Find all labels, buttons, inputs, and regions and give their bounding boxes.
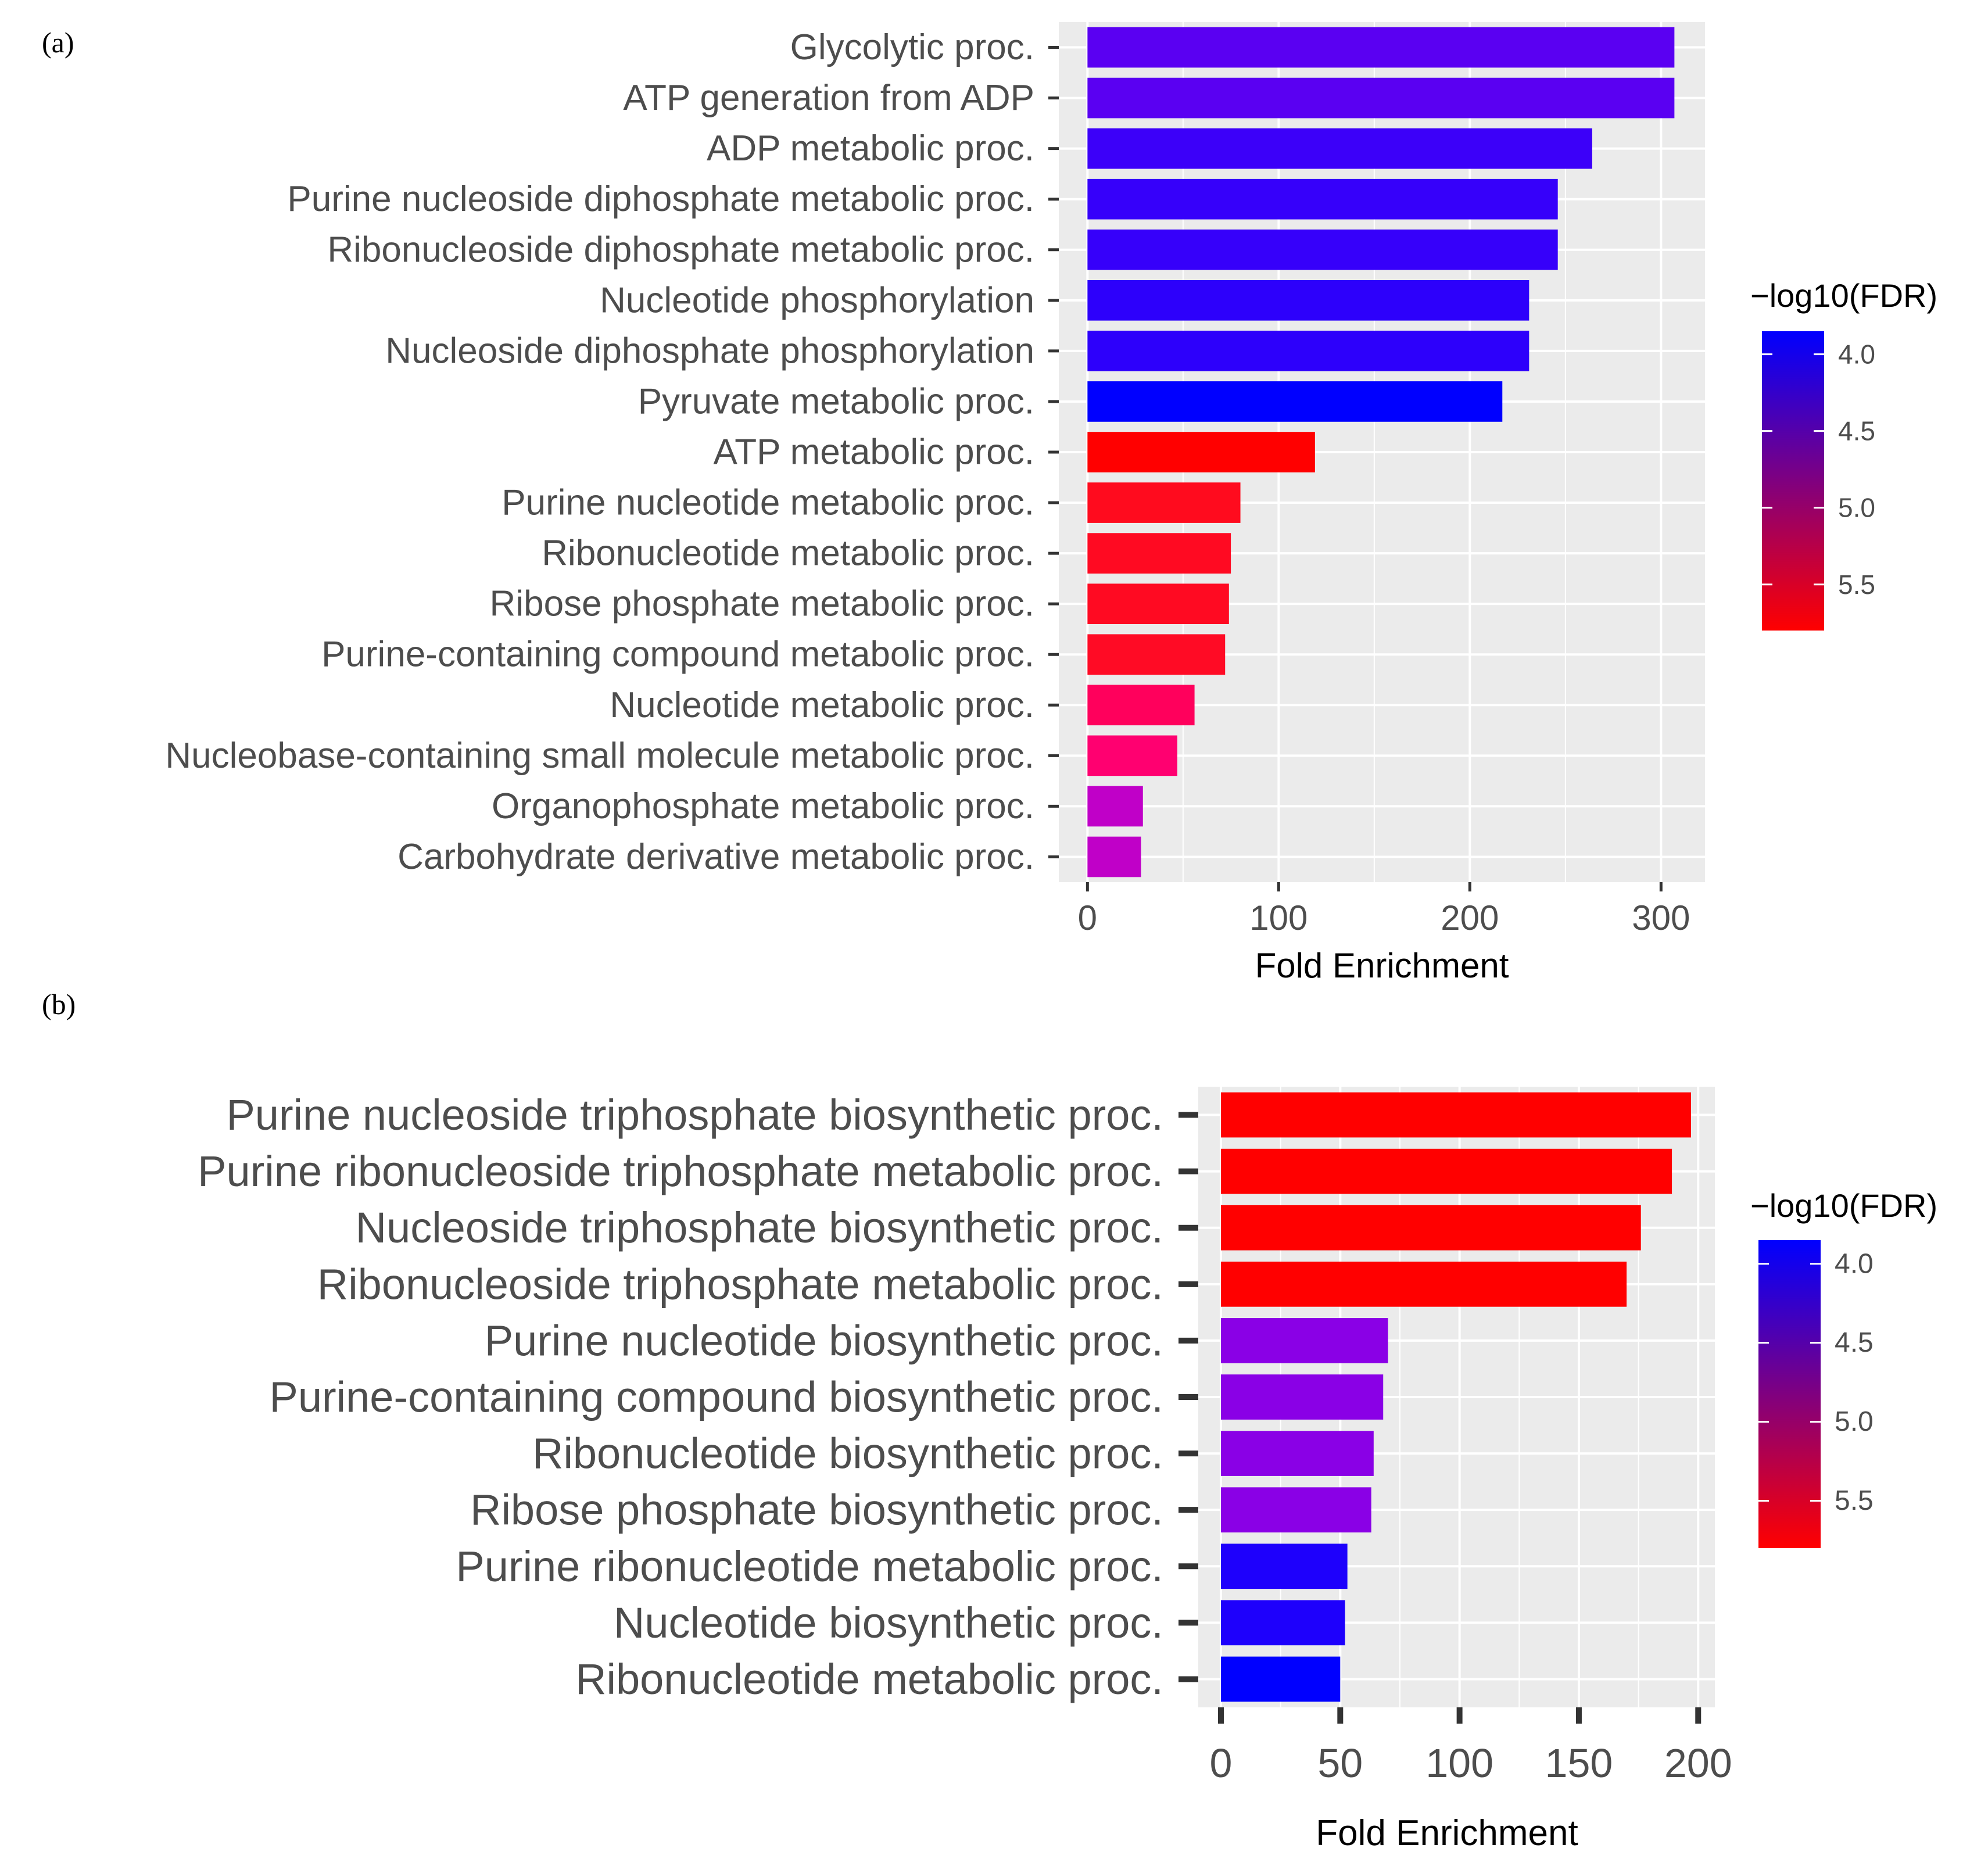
category-label: Purine-containing compound metabolic pro…	[321, 635, 1034, 675]
bar	[1087, 331, 1529, 371]
bar	[1221, 1656, 1341, 1702]
x-tick-label: 150	[1545, 1740, 1613, 1786]
category-label: Purine ribonucleotide metabolic proc.	[456, 1542, 1163, 1591]
category-label: Purine nucleotide biosynthetic proc.	[485, 1316, 1163, 1364]
category-label: Ribonucleotide metabolic proc.	[575, 1655, 1163, 1703]
bar	[1221, 1600, 1345, 1646]
x-tick-label: 100	[1249, 898, 1308, 937]
bar	[1087, 27, 1675, 68]
bar	[1087, 128, 1592, 169]
category-label: Nucleoside triphosphate biosynthetic pro…	[356, 1204, 1163, 1252]
legend-tick-label: 4.0	[1838, 339, 1875, 370]
bar	[1221, 1318, 1388, 1363]
legend-tick-label: 4.0	[1835, 1248, 1874, 1279]
category-label: Ribose phosphate biosynthetic proc.	[470, 1486, 1163, 1534]
category-label: ATP metabolic proc.	[714, 432, 1035, 472]
category-label: Nucleobase-containing small molecule met…	[165, 736, 1034, 776]
bar	[1087, 583, 1229, 624]
category-label: Glycolytic proc.	[790, 27, 1034, 67]
bar	[1087, 178, 1558, 220]
bar	[1087, 432, 1315, 472]
category-label: Nucleotide phosphorylation	[600, 280, 1034, 320]
category-label: Ribose phosphate metabolic proc.	[490, 584, 1034, 624]
x-tick-label: 100	[1425, 1740, 1493, 1786]
panel-b-legend: −log10(FDR) 4.0 4.5 5.0 5.5	[1750, 1187, 1937, 1548]
bar	[1087, 685, 1195, 726]
x-tick-label: 200	[1664, 1740, 1732, 1786]
panel-a-legend-title: −log10(FDR)	[1750, 277, 1937, 314]
panel-b-colorbar	[1758, 1240, 1821, 1548]
panel-a-x-axis: 0 100 200 300	[1078, 882, 1690, 937]
panel-b-letter: (b)	[42, 988, 76, 1020]
x-tick-label: 300	[1632, 898, 1690, 937]
category-label: ATP generation from ADP	[623, 78, 1034, 118]
legend-tick-label: 5.5	[1838, 570, 1875, 600]
panel-b-legend-ticks: 4.0 4.5 5.0 5.5	[1758, 1248, 1874, 1516]
bar	[1087, 786, 1143, 827]
bar	[1087, 533, 1231, 574]
panel-a-colorbar	[1762, 331, 1824, 631]
panel-a-legend-ticks: 4.0 4.5 5.0 5.5	[1762, 339, 1875, 600]
category-label: Nucleotide metabolic proc.	[610, 685, 1034, 725]
panel-b-x-axis-title: Fold Enrichment	[1316, 1813, 1578, 1853]
category-label: Ribonucleoside diphosphate metabolic pro…	[327, 230, 1034, 270]
bar	[1221, 1261, 1627, 1307]
x-tick-label: 0	[1210, 1740, 1233, 1786]
panel-a-category-labels: Glycolytic proc. ATP generation from ADP A…	[165, 27, 1059, 877]
bar	[1221, 1543, 1348, 1589]
panel-b: (b) Purine nucleoside triphosphate biosy…	[42, 988, 1937, 1853]
bar	[1221, 1431, 1374, 1476]
bar	[1087, 229, 1558, 270]
panel-a-legend: −log10(FDR) 4.0 4.5 5.0 5.5	[1750, 277, 1937, 631]
bar	[1087, 381, 1503, 422]
category-label: Purine-containing compound biosynthetic …	[270, 1373, 1163, 1421]
category-label: Purine nucleoside diphosphate metabolic …	[287, 179, 1034, 219]
category-label: Purine nucleotide metabolic proc.	[502, 483, 1034, 523]
bar	[1087, 280, 1529, 321]
panel-b-legend-title: −log10(FDR)	[1750, 1187, 1937, 1224]
bar	[1221, 1374, 1384, 1420]
x-tick-label: 200	[1441, 898, 1499, 937]
legend-tick-label: 5.0	[1838, 493, 1875, 523]
bar	[1087, 735, 1177, 776]
category-label: Pyruvate metabolic proc.	[638, 381, 1034, 421]
bar	[1221, 1205, 1641, 1251]
legend-tick-label: 5.5	[1835, 1485, 1874, 1516]
category-label: Organophosphate metabolic proc.	[492, 786, 1034, 826]
bar	[1221, 1487, 1371, 1533]
x-tick-label: 0	[1078, 898, 1097, 937]
category-label: Ribonucleotide metabolic proc.	[542, 533, 1034, 574]
panel-a: (a) Glycolytic proc. ATP generation from …	[42, 22, 1937, 985]
x-tick-label: 50	[1317, 1740, 1363, 1786]
legend-tick-label: 4.5	[1835, 1327, 1874, 1358]
category-label: Nucleotide biosynthetic proc.	[614, 1599, 1163, 1647]
category-label: Purine nucleoside triphosphate biosynthe…	[226, 1091, 1163, 1139]
category-label: Carbohydrate derivative metabolic proc.	[397, 837, 1034, 877]
bar	[1087, 836, 1141, 878]
category-label: Ribonucleoside triphosphate metabolic pr…	[317, 1260, 1163, 1308]
bar	[1087, 77, 1675, 119]
bar	[1221, 1148, 1672, 1194]
panel-a-x-axis-title: Fold Enrichment	[1255, 946, 1509, 985]
panel-a-letter: (a)	[42, 26, 74, 59]
bar	[1087, 634, 1226, 675]
legend-tick-label: 4.5	[1838, 416, 1875, 446]
category-label: Purine ribonucleoside triphosphate metab…	[198, 1147, 1163, 1195]
category-label: Nucleoside diphosphate phosphorylation	[385, 331, 1034, 371]
bar	[1221, 1092, 1691, 1138]
legend-tick-label: 5.0	[1835, 1406, 1874, 1437]
panel-b-category-labels: Purine nucleoside triphosphate biosynthe…	[198, 1091, 1198, 1703]
bar	[1087, 482, 1241, 523]
panel-a-bars	[1087, 27, 1675, 878]
panel-b-x-axis: 0 50 100 150 200	[1210, 1707, 1732, 1786]
category-label: ADP metabolic proc.	[707, 128, 1034, 169]
category-label: Ribonucleotide biosynthetic proc.	[532, 1430, 1163, 1478]
panel-b-bars	[1221, 1092, 1691, 1702]
